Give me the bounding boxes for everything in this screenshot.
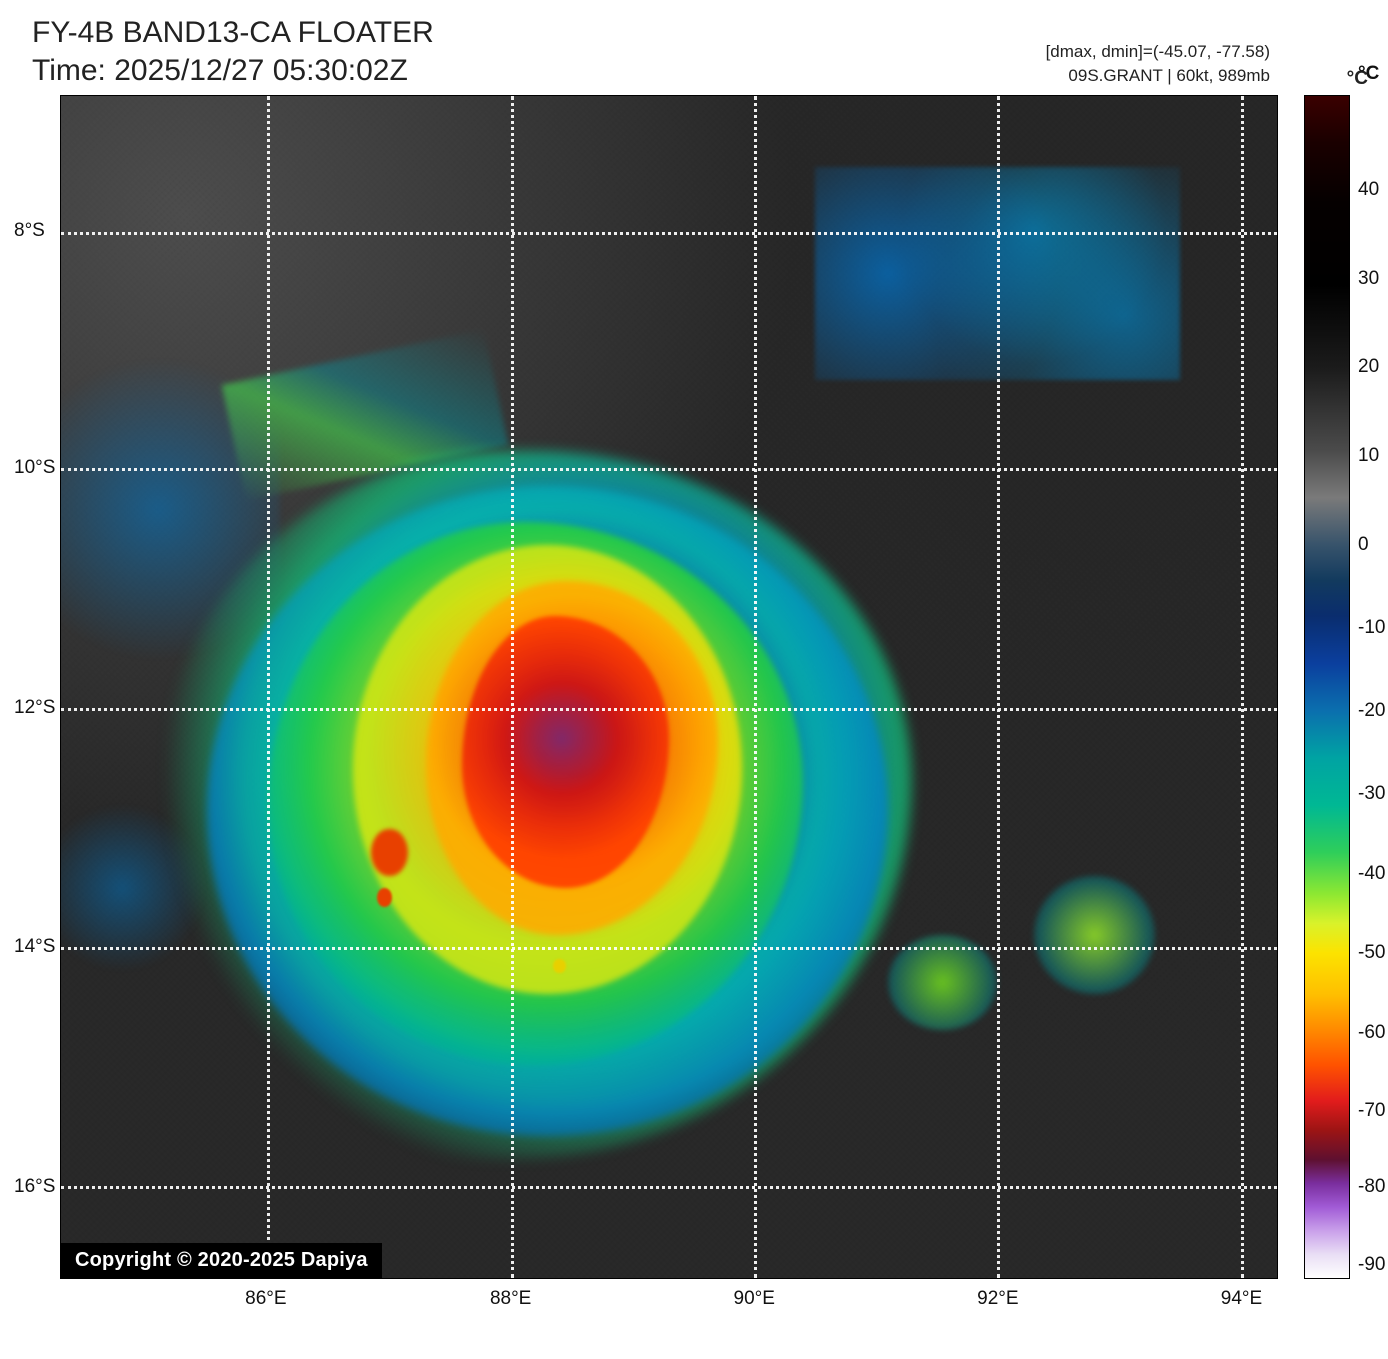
- gridline-horizontal-16°S: [61, 1186, 1277, 1189]
- colorbar-tick--50: -50: [1358, 942, 1385, 964]
- colorbar-tick--60: -60: [1358, 1022, 1385, 1044]
- x-tick-label-92°E: 92°E: [977, 1288, 1018, 1310]
- x-tick-label-88°E: 88°E: [490, 1288, 531, 1310]
- x-tick-label-90°E: 90°E: [734, 1288, 775, 1310]
- gridline-horizontal-12°S: [61, 708, 1277, 711]
- colorbar-tick--30: -30: [1358, 783, 1385, 805]
- gridline-horizontal-14°S: [61, 947, 1277, 950]
- colorbar-tick--70: -70: [1358, 1100, 1385, 1122]
- gridline-vertical-90°E: [754, 96, 757, 1278]
- colorbar-gradient[interactable]: [1304, 95, 1350, 1279]
- colorbar-tick-30: 30: [1358, 268, 1379, 290]
- y-tick-label-12°S: 12°S: [14, 697, 55, 719]
- y-tick-label-14°S: 14°S: [14, 936, 55, 958]
- y-tick-label-10°S: 10°S: [14, 457, 55, 479]
- colorbar-tick-0: 0: [1358, 534, 1369, 556]
- satellite-image-viewer: FY-4B BAND13-CA FLOATER Time: 2025/12/27…: [0, 0, 1388, 1359]
- y-tick-label-16°S: 16°S: [14, 1176, 55, 1198]
- colorbar-tick-20: 20: [1358, 356, 1379, 378]
- y-tick-label-8°S: 8°S: [14, 220, 45, 242]
- gridline-horizontal-10°S: [61, 468, 1277, 471]
- satellite-heatmap-plot[interactable]: Copyright © 2020-2025 Dapiya: [60, 95, 1278, 1279]
- x-tick-label-94°E: 94°E: [1221, 1288, 1262, 1310]
- header-title-block: FY-4B BAND13-CA FLOATER Time: 2025/12/27…: [32, 14, 434, 89]
- x-tick-label-86°E: 86°E: [245, 1288, 286, 1310]
- gridline-vertical-86°E: [267, 96, 270, 1278]
- gridline-vertical-88°E: [511, 96, 514, 1278]
- copyright-watermark: Copyright © 2020-2025 Dapiya: [61, 1243, 382, 1278]
- colorbar-tick--40: -40: [1358, 863, 1385, 885]
- colorbar-tick--20: -20: [1358, 700, 1385, 722]
- main-title: FY-4B BAND13-CA FLOATER: [32, 14, 434, 52]
- colorbar-tick-40: 40: [1358, 179, 1379, 201]
- rainband-patch-2: [1034, 876, 1156, 994]
- colorbar-tick-10: 10: [1358, 445, 1379, 467]
- timestamp-title: Time: 2025/12/27 05:30:02Z: [32, 52, 434, 90]
- embedded-convective-cell-1: [371, 829, 407, 876]
- dmax-dmin-label: [dmax, dmin]=(-45.07, -77.58): [1046, 40, 1270, 64]
- storm-id-label: 09S.GRANT | 60kt, 989mb: [1046, 64, 1270, 88]
- gridline-vertical-94°E: [1241, 96, 1244, 1278]
- gridline-vertical-92°E: [997, 96, 1000, 1278]
- storm-info-block: [dmax, dmin]=(-45.07, -77.58) 09S.GRANT …: [1046, 40, 1270, 88]
- gridline-horizontal-8°S: [61, 232, 1277, 235]
- colorbar-widget[interactable]: °C 40 30 20 10 0 -10 -20 -30 -40 -50 -60 -70 -80 -90: [1304, 95, 1350, 1279]
- colorbar-tick--10: -10: [1358, 617, 1385, 639]
- embedded-convective-cell-2: [377, 888, 392, 907]
- colorbar-tick--80: -80: [1358, 1176, 1385, 1198]
- embedded-convective-cell-3: [553, 959, 565, 973]
- colorbar-unit-label: °C: [1358, 63, 1379, 85]
- colorbar-tick--90: -90: [1358, 1254, 1385, 1276]
